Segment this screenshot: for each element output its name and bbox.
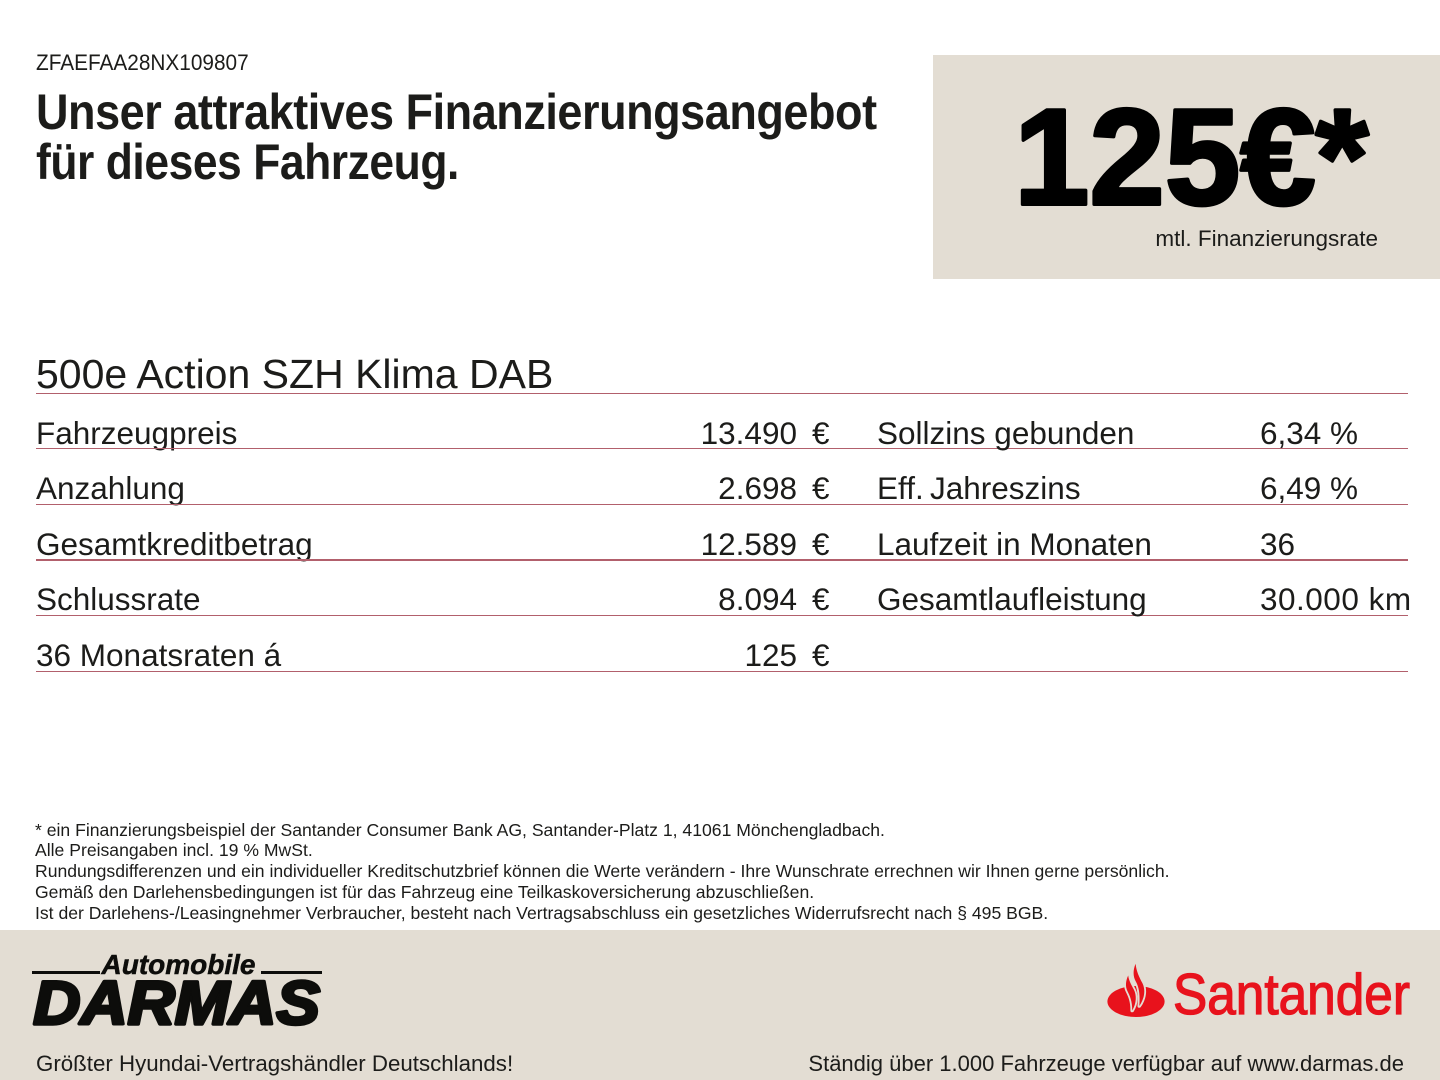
svg-text:125€*: 125€* — [1014, 81, 1369, 234]
svg-text:DARMAS: DARMAS — [33, 969, 320, 1037]
